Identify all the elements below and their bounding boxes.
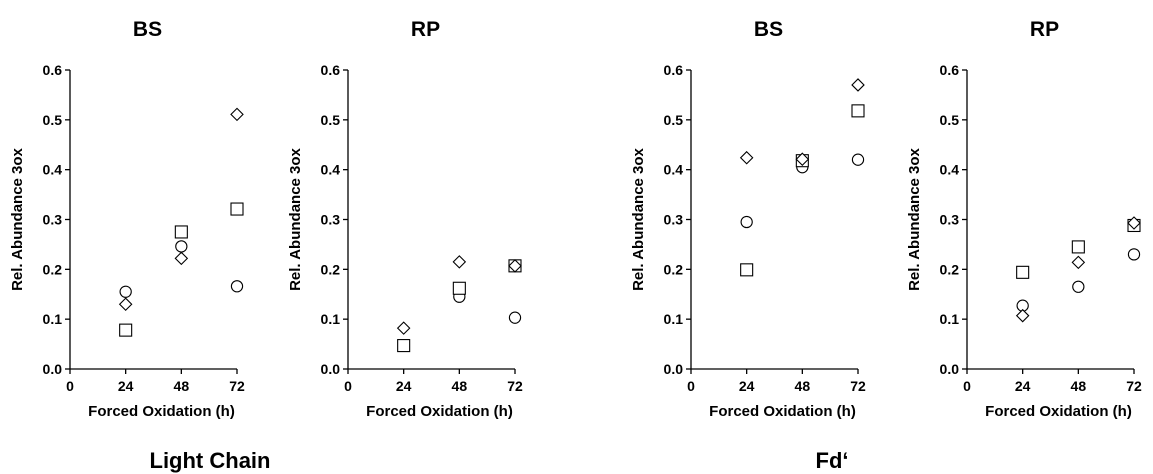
x-tick-label: 24 xyxy=(1015,378,1031,394)
y-tick-label: 0.3 xyxy=(664,212,684,228)
y-tick-label: 0.5 xyxy=(43,112,63,128)
plot-panel-1: BS 0.0 0.1 0.2 0.3 0.4 0.5 0.6 0 24 48 72 Forced Oxi… xyxy=(9,18,245,420)
y-axis-label: Rel. Abundance 3ox xyxy=(287,147,304,290)
x-tick-label: 48 xyxy=(452,378,468,394)
y-axis-label: Rel. Abundance 3ox xyxy=(906,147,923,290)
diamond-marker xyxy=(230,107,244,122)
y-tick-label: 0.3 xyxy=(940,212,960,228)
y-tick-label: 0.5 xyxy=(940,112,960,128)
circle-marker xyxy=(851,153,865,166)
square-marker xyxy=(1016,265,1030,279)
panel-title: RP xyxy=(1030,18,1059,41)
x-tick-label: 0 xyxy=(344,378,352,394)
x-tick-label: 48 xyxy=(1071,378,1087,394)
diamond-marker xyxy=(396,321,411,335)
y-tick-label: 0.2 xyxy=(940,261,960,277)
diamond-marker xyxy=(851,78,865,92)
y-tick-label: 0.2 xyxy=(664,261,684,277)
circle-marker xyxy=(175,240,188,253)
plot-panel-2: RP 0.0 0.1 0.2 0.3 0.4 0.5 0.6 0 24 48 72 Forced Oxi… xyxy=(287,18,523,420)
circle-marker xyxy=(230,280,244,293)
x-tick-label: 48 xyxy=(174,378,190,394)
plot-panel-3: BS 0.0 0.1 0.2 0.3 0.4 0.5 0.6 0 24 48 72 Forced Oxi… xyxy=(630,18,866,420)
y-tick-label: 0.6 xyxy=(321,62,341,78)
x-tick-label: 0 xyxy=(687,378,695,394)
y-tick-label: 0.6 xyxy=(940,62,960,78)
x-axis-label: Forced Oxidation (h) xyxy=(88,403,235,420)
diamond-marker xyxy=(1071,255,1086,270)
diamond-marker xyxy=(508,259,522,273)
y-tick-label: 0.2 xyxy=(321,261,341,277)
y-tick-label: 0.0 xyxy=(664,361,684,377)
y-tick-label: 0.1 xyxy=(664,311,684,327)
y-tick-label: 0.1 xyxy=(43,311,63,327)
circle-marker xyxy=(1127,248,1141,261)
square-marker xyxy=(452,281,466,295)
y-tick-label: 0.6 xyxy=(664,62,684,78)
diamond-marker xyxy=(452,255,467,269)
y-tick-label: 0.4 xyxy=(940,162,960,178)
y-tick-label: 0.2 xyxy=(43,261,63,277)
y-tick-label: 0.5 xyxy=(321,112,341,128)
x-axis-label: Forced Oxidation (h) xyxy=(366,403,513,420)
x-tick-label: 0 xyxy=(963,378,971,394)
panel-title: BS xyxy=(754,18,783,41)
x-tick-label: 72 xyxy=(507,378,523,394)
panel-title: RP xyxy=(411,18,440,41)
y-tick-label: 0.0 xyxy=(940,361,960,377)
circle-marker xyxy=(119,285,132,298)
y-tick-label: 0.5 xyxy=(664,112,684,128)
diamond-marker xyxy=(174,251,189,266)
y-tick-label: 0.1 xyxy=(940,311,960,327)
x-tick-label: 0 xyxy=(66,378,74,394)
y-tick-label: 0.4 xyxy=(321,162,341,178)
plot-panel-4: RP 0.0 0.1 0.2 0.3 0.4 0.5 0.6 0 24 48 72 Forced Oxi… xyxy=(906,18,1142,420)
x-tick-label: 72 xyxy=(1126,378,1142,394)
x-tick-label: 72 xyxy=(850,378,866,394)
diamond-marker xyxy=(1015,308,1030,323)
square-marker xyxy=(740,263,754,277)
square-marker xyxy=(174,225,188,239)
y-tick-label: 0.4 xyxy=(664,162,684,178)
y-tick-label: 0.4 xyxy=(43,162,63,178)
square-marker xyxy=(397,339,411,353)
x-tick-label: 24 xyxy=(739,378,755,394)
diamond-marker xyxy=(1127,216,1141,230)
y-axis-label: Rel. Abundance 3ox xyxy=(9,147,26,290)
y-tick-label: 0.3 xyxy=(321,212,341,228)
group-label-fd: Fd‘ xyxy=(816,448,849,473)
y-tick-label: 0.6 xyxy=(43,62,63,78)
square-marker xyxy=(230,202,244,216)
x-tick-label: 24 xyxy=(118,378,134,394)
y-tick-label: 0.3 xyxy=(43,212,63,228)
diamond-marker xyxy=(118,297,133,311)
x-tick-label: 72 xyxy=(229,378,245,394)
y-axis-label: Rel. Abundance 3ox xyxy=(630,147,647,290)
circle-marker xyxy=(1072,280,1085,293)
square-marker xyxy=(119,323,133,337)
y-tick-label: 0.0 xyxy=(321,361,341,377)
y-tick-label: 0.0 xyxy=(43,361,63,377)
x-axis-label: Forced Oxidation (h) xyxy=(709,403,856,420)
circle-marker xyxy=(508,311,522,324)
square-marker xyxy=(851,104,865,118)
panel-title: BS xyxy=(133,18,162,41)
diamond-marker xyxy=(795,152,810,166)
x-tick-label: 48 xyxy=(795,378,811,394)
group-label-light-chain: Light Chain xyxy=(150,448,271,473)
y-tick-label: 0.1 xyxy=(321,311,341,327)
diamond-marker xyxy=(739,150,754,165)
x-axis-label: Forced Oxidation (h) xyxy=(985,403,1132,420)
circle-marker xyxy=(740,215,753,229)
square-marker xyxy=(1071,240,1085,254)
x-tick-label: 24 xyxy=(396,378,412,394)
